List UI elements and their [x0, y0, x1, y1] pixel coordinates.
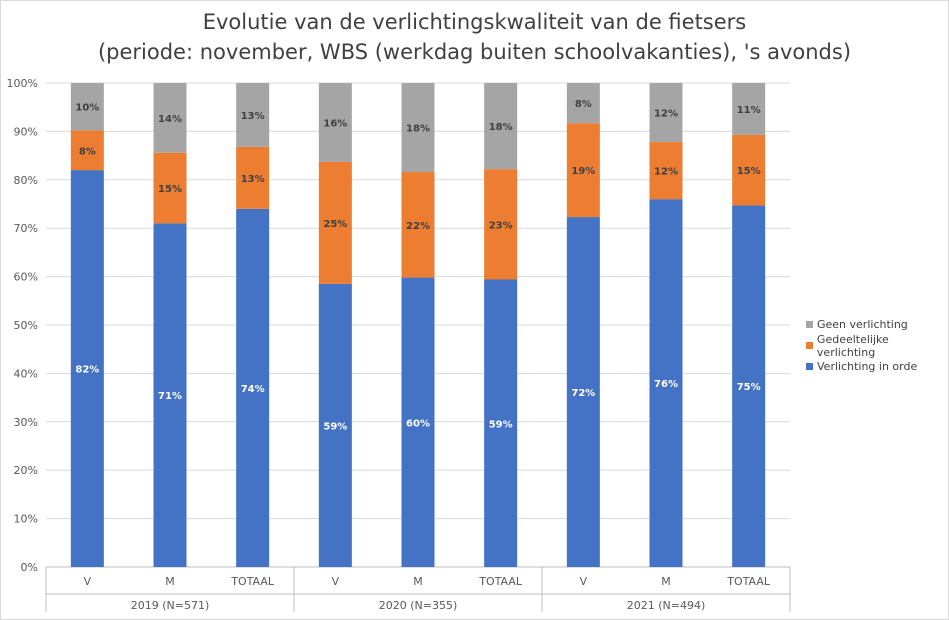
y-tick-label: 40% [14, 367, 38, 380]
data-label: 59% [489, 419, 513, 430]
group-label: 2019 (N=571) [131, 599, 210, 612]
x-tick-label: TOTAAL [478, 575, 523, 588]
bar-segment [236, 146, 270, 209]
data-label: 18% [489, 122, 513, 133]
legend-item-geen: Geen verlichting [806, 314, 949, 335]
bar-segment [484, 279, 518, 567]
bar-segment [732, 83, 766, 135]
group-label: 2020 (N=355) [379, 599, 458, 612]
bar-segment [236, 208, 270, 567]
y-tick-label: 100% [7, 77, 38, 90]
data-label: 82% [75, 365, 99, 376]
x-tick-label: M [413, 575, 423, 588]
legend-swatch-geen [806, 321, 813, 328]
y-tick-label: 70% [14, 222, 38, 235]
data-label: 74% [241, 384, 265, 395]
y-tick-label: 60% [14, 271, 38, 284]
bar-segment [484, 169, 518, 280]
bar-segment [401, 277, 435, 567]
data-label: 8% [79, 146, 96, 157]
bar-segment [649, 83, 683, 143]
x-tick-label: M [165, 575, 175, 588]
bar-segment [649, 142, 683, 200]
legend-label-in-orde: Verlichting in orde [817, 360, 918, 373]
x-tick-label: TOTAAL [230, 575, 275, 588]
y-tick-label: 90% [14, 125, 38, 138]
data-label: 13% [241, 111, 265, 122]
y-tick-label: 30% [14, 416, 38, 429]
legend-item-in-orde: Verlichting in orde [806, 356, 949, 377]
bar-segment [318, 83, 352, 162]
x-tick-label: V [580, 575, 588, 588]
data-label: 71% [158, 391, 182, 402]
y-tick-label: 10% [14, 513, 38, 526]
bar-segment [153, 83, 187, 153]
data-label: 19% [571, 166, 595, 177]
data-label: 72% [571, 388, 595, 399]
y-tick-label: 80% [14, 174, 38, 187]
y-tick-label: 50% [14, 319, 38, 332]
legend-swatch-gedeeltelijk [806, 342, 813, 349]
data-label: 8% [575, 99, 592, 110]
chart-title: Evolutie van de verlichtingskwaliteit va… [202, 10, 747, 34]
data-label: 60% [406, 418, 430, 429]
y-tick-label: 0% [21, 561, 38, 574]
data-label: 13% [241, 174, 265, 185]
data-label: 76% [654, 379, 678, 390]
y-tick-label: 20% [14, 464, 38, 477]
legend-swatch-in-orde [806, 363, 813, 370]
bar-segment [236, 83, 270, 147]
data-label: 75% [737, 382, 761, 393]
bar-segment [732, 134, 766, 206]
data-label: 16% [323, 118, 347, 129]
group-label: 2021 (N=494) [627, 599, 706, 612]
bar-segment [566, 217, 600, 567]
x-tick-label: V [332, 575, 340, 588]
data-label: 25% [323, 219, 347, 230]
bar-segment [70, 83, 104, 131]
x-tick-label: V [84, 575, 92, 588]
bar-segment [401, 83, 435, 173]
x-tick-label: M [661, 575, 671, 588]
data-label: 18% [406, 124, 430, 135]
bar-segment [484, 83, 518, 170]
data-label: 23% [489, 220, 513, 231]
bar-segment [70, 130, 104, 171]
legend-label-geen: Geen verlichting [817, 318, 908, 331]
bar-segment [401, 172, 435, 278]
data-label: 14% [158, 114, 182, 125]
legend-item-gedeeltelijk: Gedeeltelijke verlichting [806, 332, 949, 359]
data-label: 59% [323, 421, 347, 432]
legend-label-gedeeltelijk: Gedeeltelijke verlichting [816, 332, 889, 359]
data-label: 10% [75, 103, 99, 114]
bar-segment [566, 83, 600, 124]
bar-segment [153, 152, 187, 224]
bar-segment [153, 223, 187, 568]
data-label: 11% [737, 105, 761, 116]
bar-segment [318, 161, 352, 284]
bar-segment [318, 283, 352, 567]
bar-segment [70, 170, 104, 567]
bar-segment [732, 205, 766, 567]
data-label: 12% [654, 167, 678, 178]
chart-subtitle: (periode: november, WBS (werkdag buiten … [97, 40, 852, 64]
data-label: 22% [406, 221, 430, 232]
legend: Geen verlichting Gedeeltelijke verlichti… [806, 314, 949, 377]
data-label: 12% [654, 109, 678, 120]
data-label: 15% [737, 166, 761, 177]
bar-segment [566, 123, 600, 218]
data-label: 15% [158, 184, 182, 195]
x-tick-label: TOTAAL [726, 575, 771, 588]
bar-segment [649, 199, 683, 567]
